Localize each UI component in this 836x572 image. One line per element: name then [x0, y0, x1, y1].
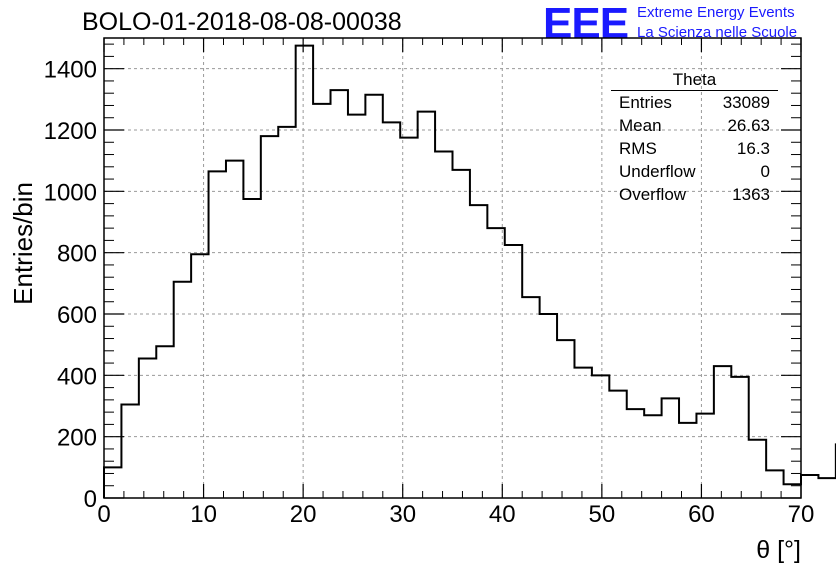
- stats-row: Underflow 0: [611, 160, 778, 183]
- stats-label: Entries: [619, 93, 672, 112]
- y-tick-label: 600: [57, 302, 97, 329]
- brand-line-2: La Scienza nelle Scuole: [637, 24, 798, 41]
- y-tick-label: 200: [57, 425, 97, 452]
- stats-row: Overflow 1363: [611, 183, 778, 206]
- y-tick-label: 1200: [44, 118, 97, 145]
- x-tick-label: 0: [97, 501, 110, 528]
- y-tick-label: 1000: [44, 179, 97, 206]
- stats-value: 1363: [732, 185, 770, 204]
- x-tick-label: 10: [190, 501, 217, 528]
- x-tick-label: 30: [389, 501, 416, 528]
- y-tick-labels: 0 200 400 600 800 1000 1200 1400: [44, 57, 97, 513]
- stats-row: Entries 33089: [611, 91, 778, 114]
- stats-title: Theta: [611, 70, 778, 91]
- histogram-line: [103, 44, 836, 498]
- axis-ticks: [103, 38, 802, 499]
- stats-value: 26.63: [727, 116, 770, 135]
- x-axis-label: θ [°]: [756, 536, 801, 564]
- plot-frame: [103, 37, 802, 499]
- x-tick-label: 50: [589, 501, 616, 528]
- chart-title: BOLO-01-2018-08-08-00038: [82, 8, 402, 36]
- x-tick-label: 40: [489, 501, 516, 528]
- stats-label: Mean: [619, 116, 662, 135]
- stats-value: 16.3: [736, 139, 770, 158]
- x-tick-label: 70: [788, 501, 815, 528]
- x-tick-label: 60: [688, 501, 715, 528]
- grid-lines: [104, 38, 801, 498]
- stats-label: Underflow: [619, 162, 696, 181]
- stats-label: RMS: [619, 139, 657, 158]
- y-tick-label: 1400: [44, 57, 97, 84]
- stats-row: RMS 16.3: [611, 137, 778, 160]
- y-tick-label: 800: [57, 241, 97, 268]
- stats-value: 0: [760, 162, 770, 181]
- y-tick-label: 0: [84, 486, 97, 513]
- stats-value: 33089: [722, 93, 770, 112]
- stats-label: Overflow: [619, 185, 687, 204]
- stats-box: Theta Entries 33089 Mean 26.63 RMS 16.3 …: [611, 70, 778, 206]
- stats-row: Mean 26.63: [611, 114, 778, 137]
- x-tick-labels: 0 10 20 30 40 50 60 70: [97, 501, 814, 528]
- y-tick-label: 400: [57, 363, 97, 390]
- brand-line-1: Extreme Energy Events: [637, 4, 795, 21]
- x-tick-label: 20: [290, 501, 317, 528]
- y-axis-label: Entries/bin: [8, 182, 38, 305]
